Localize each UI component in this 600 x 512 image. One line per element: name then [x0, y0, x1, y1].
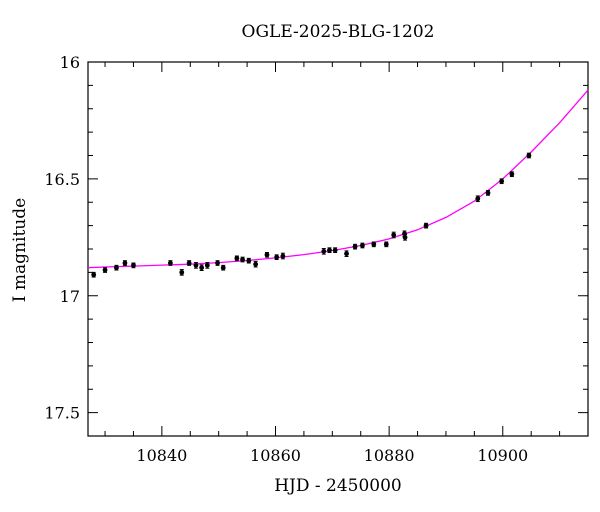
- model-curve-line: [87, 89, 589, 269]
- data-point: [423, 222, 429, 229]
- data-marker: [344, 251, 349, 257]
- data-point: [499, 178, 505, 185]
- x-tick-label: 10860: [250, 446, 301, 465]
- chart-title: OGLE-2025-BLG-1202: [241, 22, 435, 42]
- data-marker: [274, 254, 280, 260]
- data-point: [402, 234, 408, 241]
- data-point: [186, 260, 192, 266]
- data-marker: [371, 241, 377, 247]
- y-tick-label: 16.5: [44, 170, 80, 189]
- y-tick-label: 16: [60, 53, 80, 72]
- data-marker: [485, 190, 491, 196]
- data-point: [91, 271, 97, 278]
- x-tick-label: 10840: [136, 446, 187, 465]
- data-points: [91, 152, 532, 278]
- data-point: [475, 195, 481, 203]
- y-axis-label: I magnitude: [10, 197, 30, 303]
- data-marker: [499, 178, 505, 184]
- data-point: [264, 252, 270, 258]
- data-point: [240, 256, 245, 263]
- data-marker: [186, 260, 192, 266]
- x-tick-label: 10900: [477, 446, 528, 465]
- y-tick-label: 17: [60, 287, 80, 306]
- data-marker: [122, 260, 128, 266]
- x-tick-label: 10880: [364, 446, 415, 465]
- data-marker: [264, 252, 270, 258]
- data-point: [383, 241, 389, 248]
- data-marker: [402, 234, 408, 240]
- data-point: [391, 231, 397, 239]
- data-point: [360, 242, 365, 249]
- data-point: [371, 241, 377, 248]
- data-marker: [383, 241, 389, 247]
- data-marker: [246, 258, 252, 264]
- data-point: [122, 260, 128, 266]
- data-marker: [352, 244, 358, 250]
- data-marker: [240, 257, 245, 262]
- data-marker: [332, 247, 338, 253]
- data-marker: [234, 255, 240, 261]
- data-point: [193, 262, 199, 269]
- data-marker: [220, 265, 226, 271]
- data-point: [179, 269, 185, 276]
- data-point: [274, 254, 280, 261]
- data-marker: [391, 232, 397, 238]
- data-point: [215, 260, 220, 266]
- data-point: [321, 248, 327, 255]
- data-point: [102, 267, 108, 273]
- data-point: [332, 247, 338, 254]
- data-point: [352, 243, 358, 250]
- data-point: [114, 264, 119, 271]
- data-marker: [91, 272, 97, 278]
- data-marker: [131, 262, 136, 268]
- y-tick-label: 17.5: [44, 404, 80, 423]
- data-marker: [102, 267, 108, 273]
- axis-ticks: [88, 61, 589, 437]
- data-marker: [423, 223, 429, 229]
- data-marker: [321, 248, 327, 254]
- data-point: [220, 264, 226, 271]
- data-point: [280, 252, 286, 260]
- data-point: [131, 262, 136, 269]
- data-point: [167, 260, 173, 266]
- data-marker: [253, 261, 259, 267]
- data-point: [234, 255, 240, 262]
- data-marker: [114, 265, 119, 271]
- model-curve: [87, 89, 589, 269]
- data-point: [327, 247, 332, 254]
- data-marker: [509, 171, 515, 177]
- data-marker: [475, 196, 481, 202]
- axis-tick-labels: 10840 10860 10880 10900 16 16.5 17 17.5: [44, 53, 528, 465]
- x-axis-label: HJD - 2450000: [274, 476, 402, 496]
- data-point: [204, 262, 210, 269]
- data-marker: [167, 260, 173, 266]
- data-point: [344, 250, 349, 257]
- data-marker: [526, 153, 532, 158]
- data-marker: [360, 243, 365, 248]
- data-point: [526, 152, 532, 159]
- data-marker: [199, 265, 205, 271]
- data-marker: [327, 247, 332, 253]
- data-point: [509, 171, 515, 178]
- data-marker: [179, 269, 185, 275]
- data-point: [485, 190, 491, 196]
- data-marker: [215, 260, 220, 266]
- data-marker: [280, 253, 286, 259]
- data-point: [246, 257, 252, 264]
- data-point: [253, 260, 259, 268]
- data-marker: [204, 262, 210, 268]
- data-marker: [193, 262, 199, 268]
- data-point: [199, 264, 205, 272]
